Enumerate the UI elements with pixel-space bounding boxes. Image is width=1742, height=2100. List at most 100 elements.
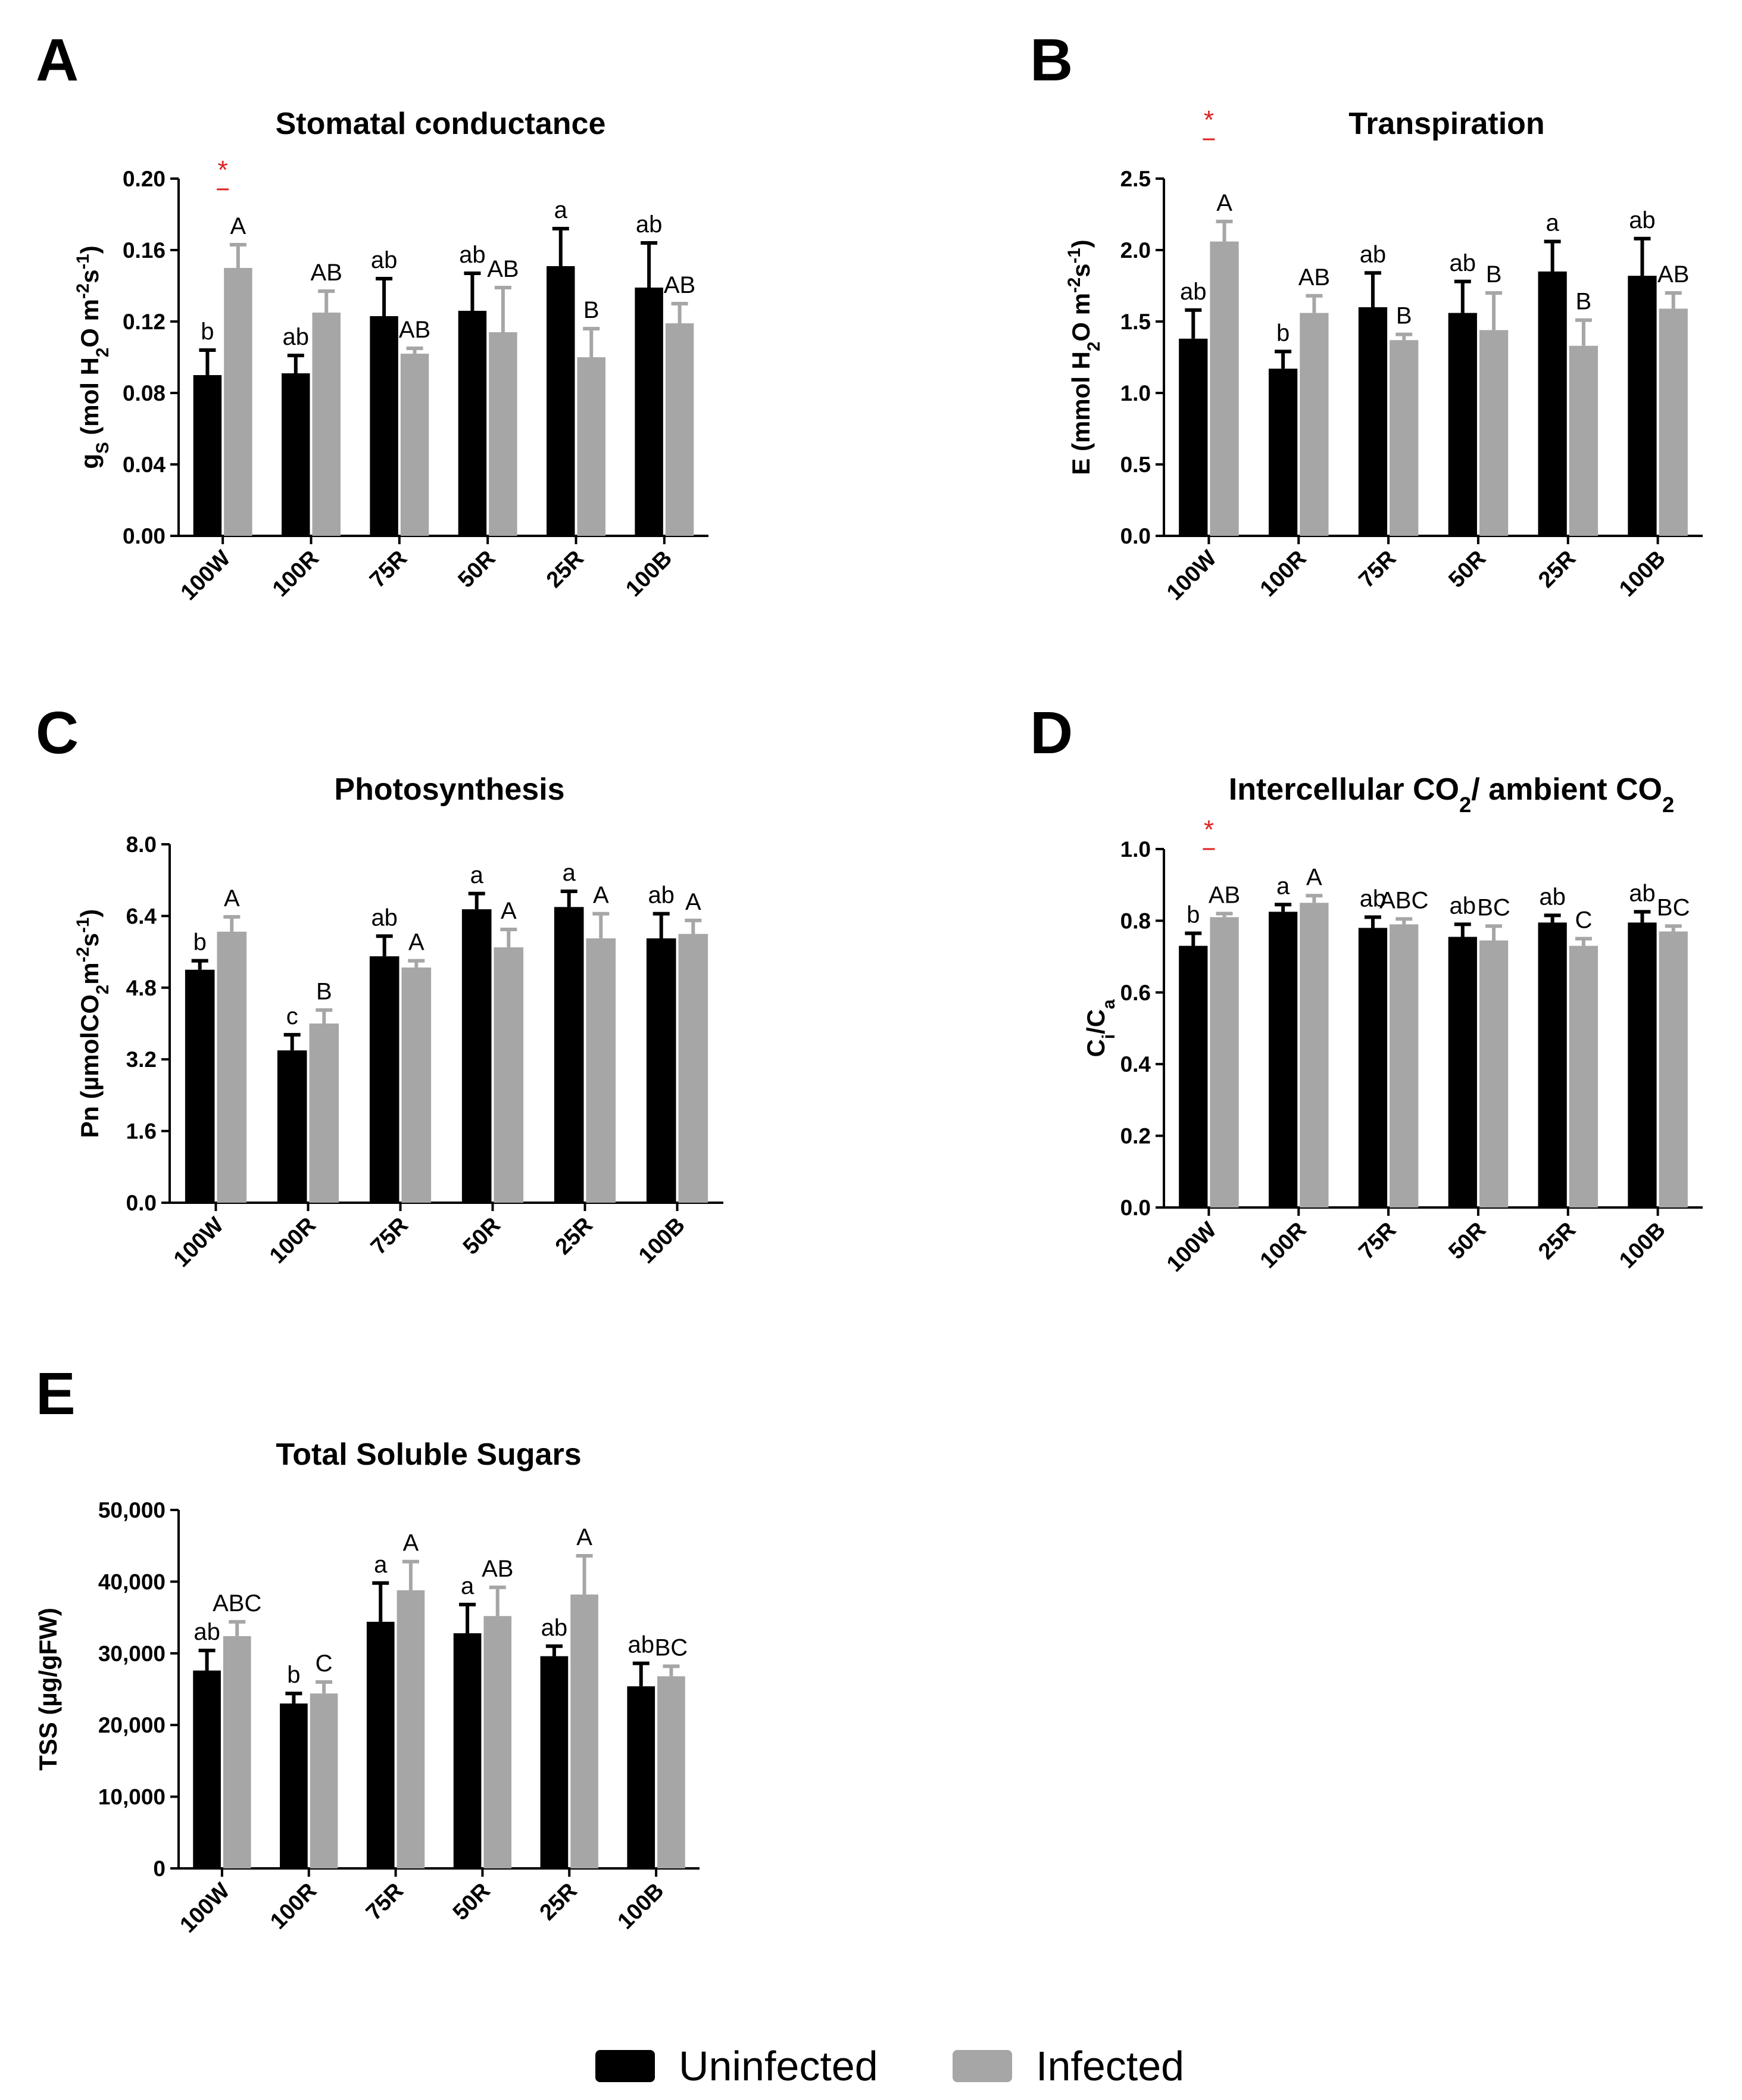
y-tick-label: 2.0 — [1120, 238, 1151, 263]
chart-title: Transpiration — [1348, 107, 1544, 141]
bar-uninfected-50R — [1448, 937, 1477, 1207]
legend-swatch-infected — [953, 2050, 1012, 2082]
y-tick-label: 6.4 — [126, 904, 157, 928]
x-tick-label: 25R — [535, 1879, 582, 1926]
bar-uninfected-25R — [540, 1656, 569, 1868]
significance-label: BC — [1657, 894, 1690, 920]
bar-infected-75R — [1390, 924, 1419, 1207]
chart-panel-C: C Photosynthesis 0.0 1.6 3.2 4.8 6.4 8.0 Pn (µmo… — [36, 700, 723, 1272]
x-tick-label: 100W — [1162, 1218, 1222, 1277]
bar-uninfected-25R — [1538, 272, 1567, 536]
bar-uninfected-100B — [646, 938, 676, 1203]
y-tick-label: 0.4 — [1120, 1052, 1151, 1076]
significance-label: B — [1486, 261, 1502, 288]
significance-label: A — [230, 213, 246, 239]
significance-label: ab — [1629, 880, 1656, 906]
bar-uninfected-100W — [193, 1670, 221, 1868]
significance-label: BC — [655, 1634, 688, 1661]
bar-infected-25R — [577, 357, 605, 536]
bar-uninfected-100R — [282, 373, 310, 536]
chart-panel-E: E Total Soluble Sugars 0 10,000 20,000 30,000… — [34, 1361, 700, 1938]
significance-label: AB — [482, 1556, 513, 1582]
significance-label: ab — [636, 211, 663, 238]
bar-infected-100B — [1659, 931, 1688, 1207]
y-tick-label: 0.08 — [123, 381, 166, 405]
significance-label: AB — [487, 256, 519, 282]
significance-label: A — [403, 1530, 419, 1556]
bar-infected-75R — [397, 1590, 425, 1868]
bar-infected-100B — [678, 934, 708, 1203]
x-tick-label: 100W — [1162, 546, 1222, 606]
bar-uninfected-50R — [461, 909, 492, 1203]
significance-label: AB — [664, 272, 695, 298]
significance-label: C — [1575, 907, 1592, 934]
bar-uninfected-75R — [1358, 307, 1388, 536]
bar-infected-50R — [1479, 330, 1509, 536]
significance-label: B — [1576, 289, 1592, 315]
significance-label: B — [1396, 303, 1412, 329]
bar-infected-100W — [217, 931, 247, 1203]
significance-label: AB — [311, 260, 342, 286]
legend-swatch-uninfected — [595, 2050, 655, 2082]
bar-infected-25R — [586, 938, 616, 1203]
significance-star: * — [218, 155, 228, 185]
y-tick-label: 0.0 — [126, 1191, 157, 1215]
significance-star: * — [1204, 815, 1214, 844]
y-tick-label: 0.00 — [123, 524, 166, 548]
chart-title: Total Soluble Sugars — [276, 1437, 581, 1472]
x-tick-label: 100B — [634, 1213, 690, 1269]
bar-uninfected-25R — [1538, 922, 1567, 1207]
bar-infected-50R — [483, 1616, 512, 1868]
significance-label: A — [408, 929, 424, 956]
significance-label: ab — [1450, 893, 1476, 919]
significance-label: A — [576, 1524, 592, 1550]
bar-infected-100W — [224, 268, 252, 536]
x-tick-label: 75R — [1354, 546, 1401, 593]
bar-infected-100W — [1210, 241, 1239, 536]
significance-label: A — [593, 882, 609, 909]
significance-label: B — [316, 978, 332, 1004]
legend-item-uninfected: Uninfected — [595, 2045, 878, 2087]
panel-letter: B — [1030, 27, 1073, 93]
significance-label: a — [563, 860, 576, 886]
bar-infected-50R — [494, 947, 524, 1203]
x-tick-label: 100R — [266, 1879, 321, 1934]
y-tick-label: 0.12 — [123, 310, 166, 334]
x-tick-label: 100B — [621, 546, 677, 602]
significance-label: A — [1216, 190, 1232, 216]
bar-infected-100W — [223, 1636, 251, 1868]
chart-title: Intercellular CO2/ ambient CO2 — [1229, 772, 1674, 817]
bar-uninfected-100R — [277, 1050, 307, 1203]
x-tick-label: 100B — [1615, 1218, 1671, 1274]
significance-label: ab — [648, 882, 675, 909]
x-tick-label: 100B — [1615, 546, 1671, 602]
significance-label: b — [193, 929, 207, 956]
x-tick-label: 75R — [1354, 1218, 1401, 1265]
significance-label: ab — [371, 904, 398, 931]
x-tick-label: 100W — [175, 1879, 235, 1938]
significance-label: B — [583, 297, 600, 323]
bar-infected-50R — [489, 332, 517, 536]
x-tick-label: 50R — [458, 1213, 505, 1260]
bar-infected-25R — [570, 1594, 598, 1868]
x-tick-label: 25R — [1534, 546, 1581, 593]
significance-label: ab — [1539, 884, 1566, 910]
bar-infected-100R — [309, 1024, 339, 1203]
significance-label: ab — [459, 242, 486, 268]
y-tick-label: 0.16 — [123, 238, 166, 263]
significance-label: ab — [371, 247, 398, 273]
y-tick-label: 50,000 — [98, 1498, 166, 1522]
y-tick-label: 10,000 — [98, 1785, 166, 1809]
significance-label: b — [1276, 320, 1290, 346]
y-tick-label: 1.0 — [1120, 381, 1151, 405]
significance-label: ab — [1629, 207, 1656, 233]
significance-label: a — [554, 197, 568, 223]
significance-label: ab — [283, 324, 310, 350]
chart-panel-A: A Stomatal conductance 0.00 0.04 0.08 0.12 0.1… — [36, 27, 708, 606]
y-tick-label: 0.8 — [1120, 909, 1151, 933]
x-tick-label: 25R — [542, 546, 589, 593]
y-tick-label: 1.5 — [1120, 310, 1151, 334]
significance-label: a — [1276, 873, 1290, 899]
bar-uninfected-100W — [185, 969, 215, 1203]
legend-label-uninfected: Uninfected — [679, 2043, 878, 2089]
